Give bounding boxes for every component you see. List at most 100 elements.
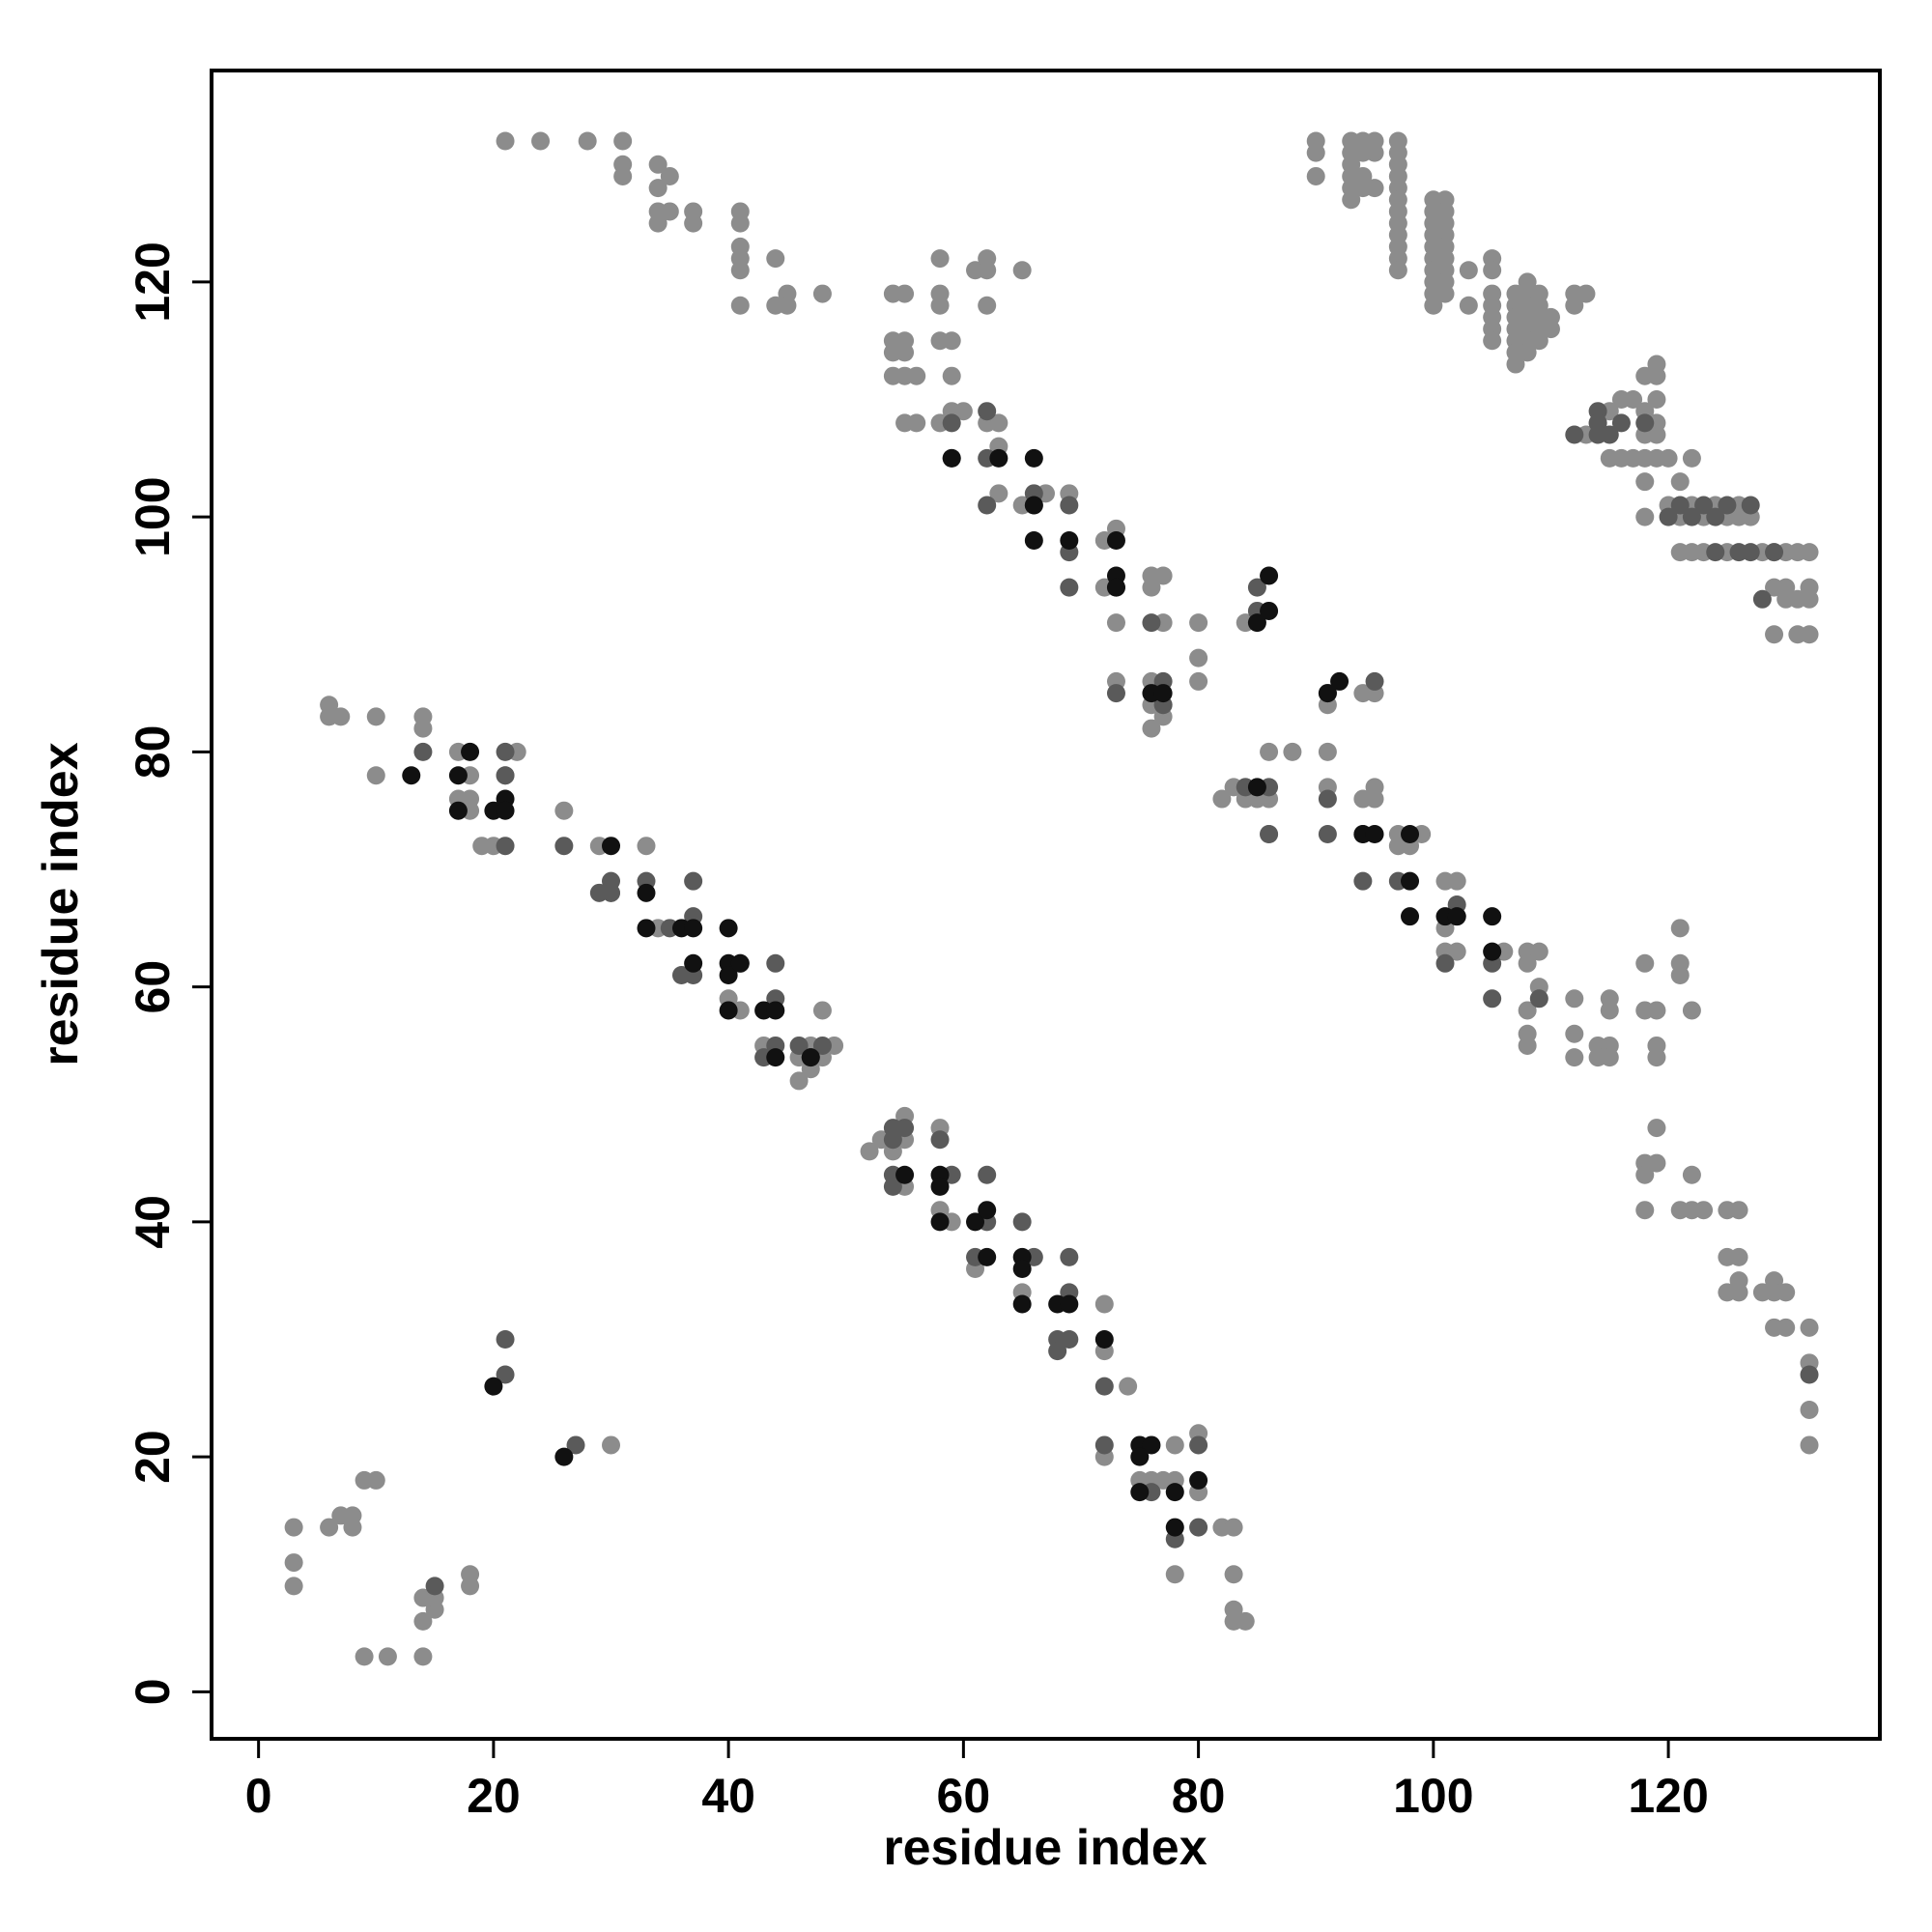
point bbox=[343, 1518, 362, 1537]
point bbox=[1189, 671, 1208, 691]
point bbox=[766, 953, 785, 973]
point bbox=[1611, 413, 1631, 433]
point bbox=[1506, 355, 1525, 374]
x-tick-label: 100 bbox=[1393, 1769, 1473, 1823]
point bbox=[1165, 1483, 1184, 1502]
point bbox=[496, 742, 515, 761]
point bbox=[1401, 907, 1420, 926]
x-tick-label: 0 bbox=[245, 1769, 272, 1823]
point bbox=[1565, 1048, 1584, 1067]
point bbox=[1024, 530, 1043, 550]
point bbox=[719, 965, 738, 984]
point bbox=[719, 919, 738, 938]
point bbox=[1776, 1318, 1796, 1337]
point bbox=[1424, 296, 1443, 315]
point bbox=[1365, 143, 1384, 162]
y-tick-label: 20 bbox=[126, 1430, 180, 1484]
point bbox=[1565, 296, 1584, 315]
point bbox=[1647, 1153, 1666, 1173]
point bbox=[1483, 907, 1502, 926]
point bbox=[1012, 1260, 1032, 1279]
point bbox=[320, 1518, 339, 1537]
point bbox=[778, 296, 797, 315]
point bbox=[284, 1553, 303, 1573]
point bbox=[1765, 543, 1784, 562]
point bbox=[1365, 671, 1384, 691]
point bbox=[1401, 871, 1420, 891]
point bbox=[1635, 413, 1655, 433]
point bbox=[942, 366, 961, 385]
point bbox=[1142, 719, 1161, 738]
point bbox=[1060, 578, 1079, 597]
point bbox=[461, 1577, 480, 1596]
point bbox=[637, 883, 656, 902]
point bbox=[1565, 425, 1584, 444]
point bbox=[1353, 871, 1373, 891]
point bbox=[1024, 448, 1043, 468]
point bbox=[1752, 589, 1772, 609]
point bbox=[883, 1177, 902, 1196]
point bbox=[684, 919, 703, 938]
point bbox=[1800, 1318, 1819, 1337]
point bbox=[660, 166, 679, 185]
point bbox=[1706, 543, 1725, 562]
point bbox=[1365, 825, 1384, 844]
point bbox=[684, 213, 703, 233]
point bbox=[1529, 989, 1548, 1009]
point bbox=[1718, 496, 1737, 515]
point bbox=[966, 1212, 985, 1232]
point bbox=[930, 1212, 950, 1232]
point bbox=[907, 366, 926, 385]
point bbox=[402, 766, 421, 785]
x-tick-label: 80 bbox=[1172, 1769, 1226, 1823]
point bbox=[1670, 472, 1690, 492]
plot-frame bbox=[210, 69, 1882, 1741]
point bbox=[1800, 625, 1819, 644]
y-tick-label: 80 bbox=[126, 725, 180, 780]
point bbox=[554, 1447, 574, 1466]
point bbox=[1318, 684, 1337, 703]
point bbox=[1682, 1001, 1701, 1020]
point bbox=[1318, 825, 1337, 844]
point bbox=[1365, 179, 1384, 198]
x-tick-label: 60 bbox=[937, 1769, 991, 1823]
point bbox=[730, 953, 750, 973]
point bbox=[1577, 284, 1596, 303]
point bbox=[1729, 1283, 1748, 1302]
point bbox=[496, 766, 515, 785]
point bbox=[730, 296, 750, 315]
point bbox=[1060, 1294, 1079, 1314]
point bbox=[1189, 613, 1208, 633]
point bbox=[484, 1377, 503, 1396]
point bbox=[684, 871, 703, 891]
point bbox=[1447, 942, 1466, 961]
point bbox=[602, 883, 621, 902]
point bbox=[1682, 448, 1701, 468]
point bbox=[930, 1130, 950, 1150]
point bbox=[637, 919, 656, 938]
point bbox=[366, 766, 385, 785]
point bbox=[413, 742, 433, 761]
point bbox=[1318, 742, 1337, 761]
point bbox=[1260, 825, 1279, 844]
point bbox=[1106, 578, 1125, 597]
y-tick-label: 40 bbox=[126, 1195, 180, 1249]
point bbox=[1459, 296, 1478, 315]
point bbox=[613, 131, 633, 151]
x-axis-label: residue index bbox=[883, 1820, 1207, 1876]
y-tick-label: 120 bbox=[126, 242, 180, 322]
point bbox=[1024, 496, 1043, 515]
point bbox=[1060, 530, 1079, 550]
point bbox=[648, 213, 668, 233]
point bbox=[1635, 472, 1655, 492]
point bbox=[1518, 953, 1537, 973]
point bbox=[812, 1036, 832, 1055]
point bbox=[1694, 1201, 1714, 1220]
point bbox=[895, 1165, 915, 1184]
point bbox=[1765, 625, 1784, 644]
point bbox=[978, 261, 997, 280]
point bbox=[602, 837, 621, 856]
point bbox=[1106, 613, 1125, 633]
point bbox=[1153, 684, 1173, 703]
